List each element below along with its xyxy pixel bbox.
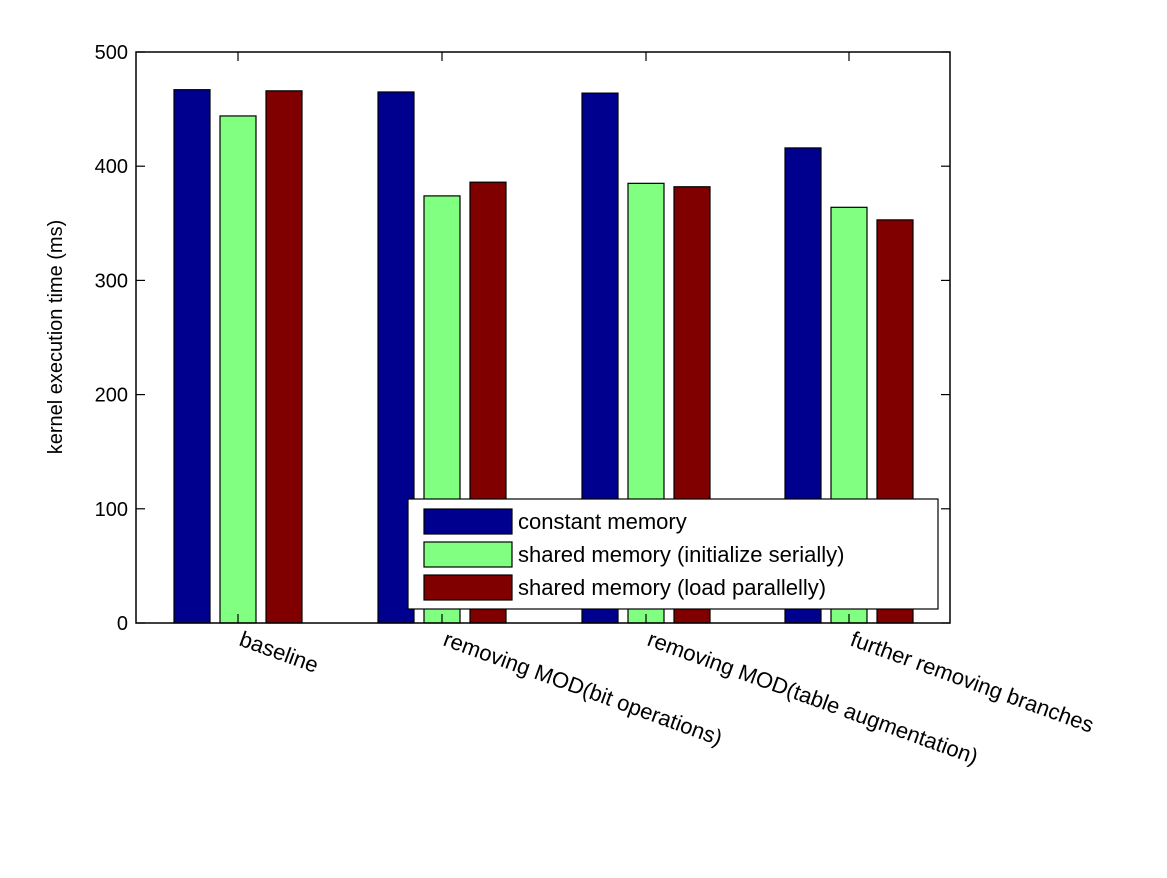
x-tick-label: removing MOD(table augmentation) [644,626,981,769]
legend-swatch [423,508,513,535]
y-axis-label: kernel execution time (ms) [45,220,67,455]
legend: constant memory shared memory (initialize… [407,498,939,610]
legend-label: shared memory (load parallelly) [518,575,826,600]
bar-3-1 [265,90,303,624]
y-tick-label: 300 [95,270,128,292]
y-tick-label: 500 [95,42,128,64]
y-tick-label: 100 [95,499,128,521]
y-tick-label: 400 [95,156,128,178]
x-axis: baseline removing MOD(bit operations)remo… [236,52,1097,769]
legend-swatch [423,541,513,568]
legend-swatch [423,574,513,601]
plot-area-frame [135,51,951,624]
y-axis: 0 100 200 300 400 500 [95,42,950,635]
legend-label: constant memory [518,509,687,534]
bar-1-1 [173,89,211,624]
y-tick-label: 0 [117,613,128,635]
x-tick-label: baseline [236,626,322,678]
legend-label: shared memory (initialize serially) [518,542,844,567]
y-tick-label: 200 [95,385,128,407]
bar-2-1 [219,115,257,624]
